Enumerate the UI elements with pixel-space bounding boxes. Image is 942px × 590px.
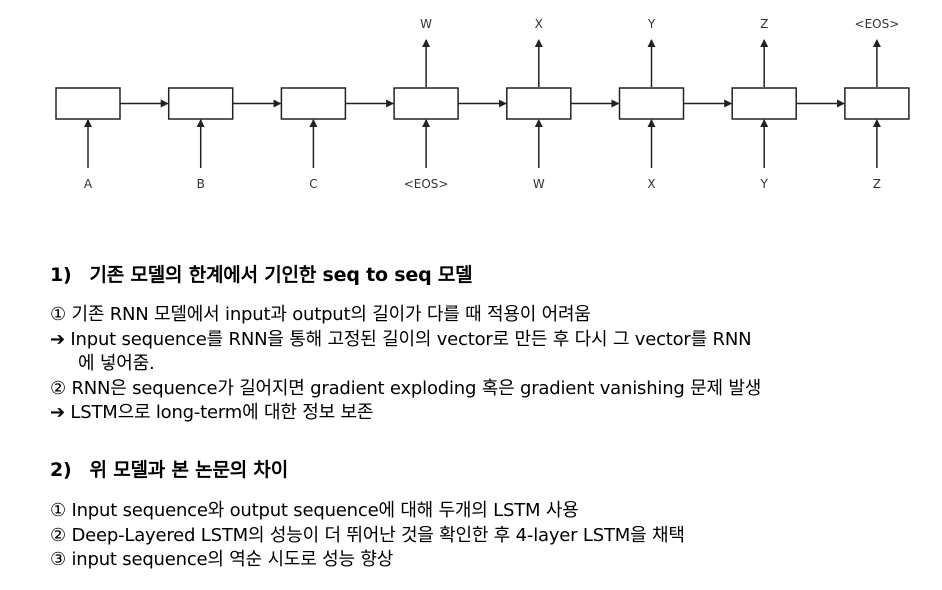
section-1-line-1: ① 기존 RNN 모델에서 input과 output의 길이가 다를 때 적용… [50, 304, 591, 325]
section-2-line-3: ③ input sequence의 역순 시도로 성능 향상 [50, 549, 394, 570]
section-1: 1) 기존 모델의 한계에서 기인한 seq to seq 모델 ① 기존 RNN… [50, 260, 930, 426]
input-label-1: A [84, 177, 93, 191]
input-label-4: <EOS> [404, 177, 449, 191]
input-label-2: B [197, 177, 205, 191]
section-2-line-2: ② Deep-Layered LSTM의 성능이 더 뛰어난 것을 확인한 후 … [50, 524, 685, 546]
lstm-cell-4 [393, 87, 459, 120]
output-label-5: X [535, 17, 543, 31]
lstm-cell-6 [618, 87, 685, 120]
output-label-6: Y [647, 17, 656, 31]
lstm-cell-1 [55, 87, 121, 120]
section-1-line-5: ➔ LSTM으로 long-term에 대한 정보 보존 [50, 402, 374, 423]
lstm-cell-8 [844, 87, 910, 120]
section-1-number: 1) [50, 264, 72, 286]
input-label-7: Y [760, 177, 769, 191]
section-1-line-3: 에 넣어줌. [78, 353, 155, 374]
section-2-heading: 2) 위 모델과 본 논문의 차이 [50, 455, 930, 482]
output-label-7: Z [760, 17, 768, 31]
input-label-6: X [647, 177, 655, 191]
output-label-8: <EOS> [855, 17, 900, 31]
section-1-line-4: ② RNN은 sequence가 길어지면 gradient exploding… [50, 377, 762, 399]
section-1-line-2: ➔ Input sequence를 RNN을 통해 고정된 길이의 vector… [50, 328, 752, 350]
lstm-cell-2 [167, 87, 234, 120]
lstm-cell-3 [280, 87, 347, 120]
section-2-title: 위 모델과 본 논문의 차이 [89, 459, 289, 481]
input-label-5: W [533, 177, 545, 191]
seq2seq-diagram: A B C <EOS> W W X X Y Y Z Z <EOS> [55, 17, 910, 191]
output-label-4: W [420, 17, 432, 31]
section-1-title: 기존 모델의 한계에서 기인한 seq to seq 모델 [89, 264, 473, 286]
section-1-heading: 1) 기존 모델의 한계에서 기인한 seq to seq 모델 [50, 260, 930, 287]
section-2-line-1: ① Input sequence와 output sequence에 대해 두개… [50, 500, 579, 521]
input-label-3: C [309, 177, 317, 191]
lstm-cell-7 [731, 87, 797, 120]
lstm-cell-5 [506, 87, 572, 120]
section-2: 2) 위 모델과 본 논문의 차이 ① Input sequence와 outpu… [50, 455, 930, 573]
input-label-8: Z [873, 177, 881, 191]
section-2-number: 2) [50, 459, 72, 481]
